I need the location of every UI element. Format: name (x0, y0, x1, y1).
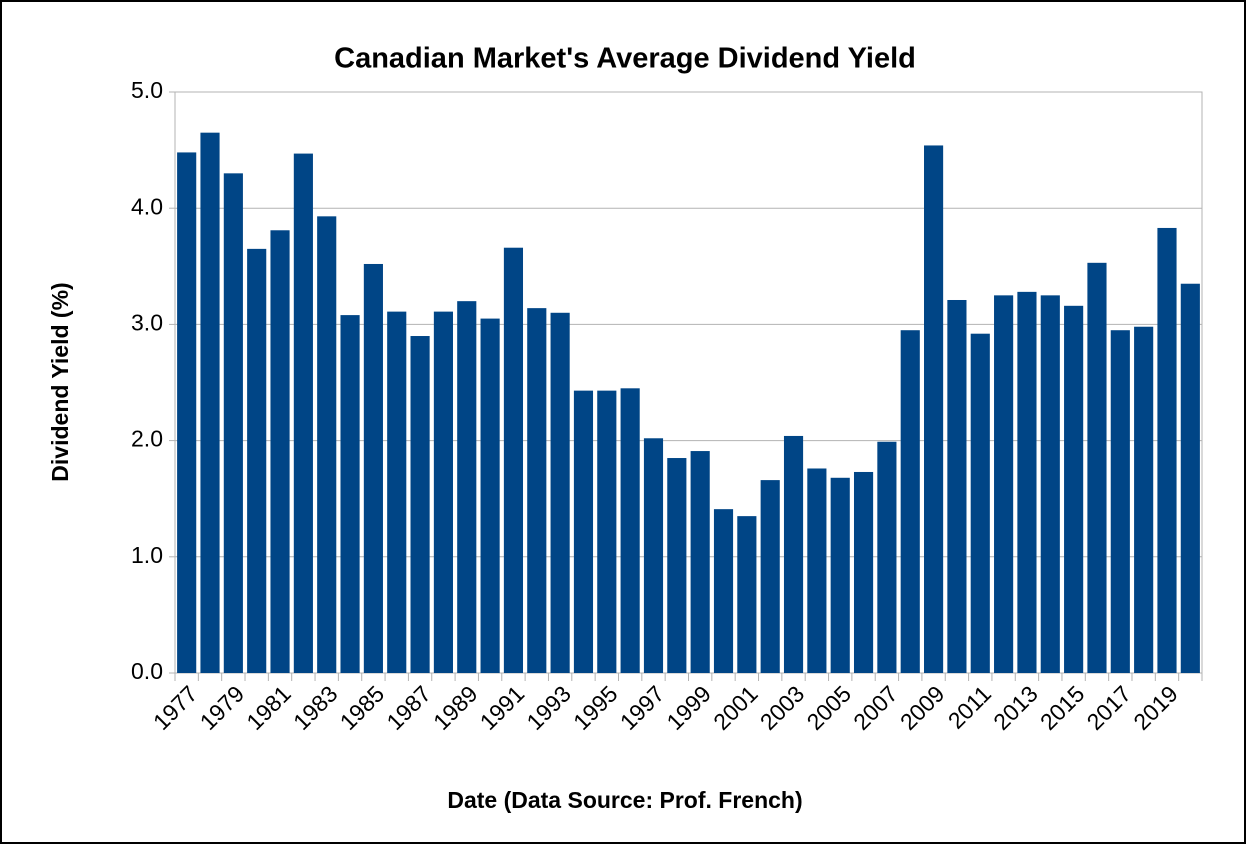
bar (877, 441, 897, 673)
bar (1040, 295, 1060, 673)
bar (947, 299, 967, 673)
y-tick-label: 0.0 (131, 658, 163, 684)
bar (527, 308, 547, 673)
bar (597, 390, 617, 673)
y-tick-label: 4.0 (131, 193, 163, 219)
bar (270, 230, 290, 673)
bar (667, 458, 687, 673)
bar (970, 333, 990, 673)
bar (410, 336, 430, 673)
bar (177, 152, 197, 673)
bar (340, 315, 360, 673)
bar (293, 153, 313, 673)
bar (363, 263, 383, 673)
bar (760, 480, 780, 673)
y-tick-label: 1.0 (131, 542, 163, 568)
bar (247, 248, 267, 673)
bar (1157, 227, 1177, 674)
bar (737, 516, 757, 673)
bar (387, 311, 407, 673)
x-axis-label: Date (Data Source: Prof. French) (447, 787, 802, 813)
bar (994, 295, 1014, 673)
bar (223, 173, 243, 673)
bar (900, 330, 920, 673)
bar (783, 435, 804, 673)
y-axis-label: Dividend Yield (%) (47, 282, 73, 481)
bar (1064, 305, 1084, 673)
y-tick-label: 3.0 (131, 309, 163, 335)
bar (457, 301, 477, 673)
y-tick-label: 5.0 (131, 77, 163, 103)
chart-title: Canadian Market's Average Dividend Yield (334, 43, 916, 75)
y-tick-label: 2.0 (131, 426, 163, 452)
bar (853, 471, 874, 673)
bar (1017, 291, 1037, 673)
bar (830, 477, 850, 673)
bar (807, 468, 827, 673)
bar (433, 311, 453, 673)
bar (503, 247, 524, 673)
bar (643, 438, 664, 673)
bar (620, 388, 640, 673)
bar (480, 318, 500, 673)
bar (317, 216, 337, 674)
bar (1087, 262, 1107, 673)
bar (713, 509, 734, 673)
bar (200, 132, 220, 674)
bar (690, 451, 710, 673)
bar (924, 145, 944, 673)
bar (550, 312, 570, 673)
bar (1134, 326, 1154, 673)
bar (573, 390, 594, 673)
bar (1110, 330, 1130, 673)
bar (1180, 283, 1200, 673)
